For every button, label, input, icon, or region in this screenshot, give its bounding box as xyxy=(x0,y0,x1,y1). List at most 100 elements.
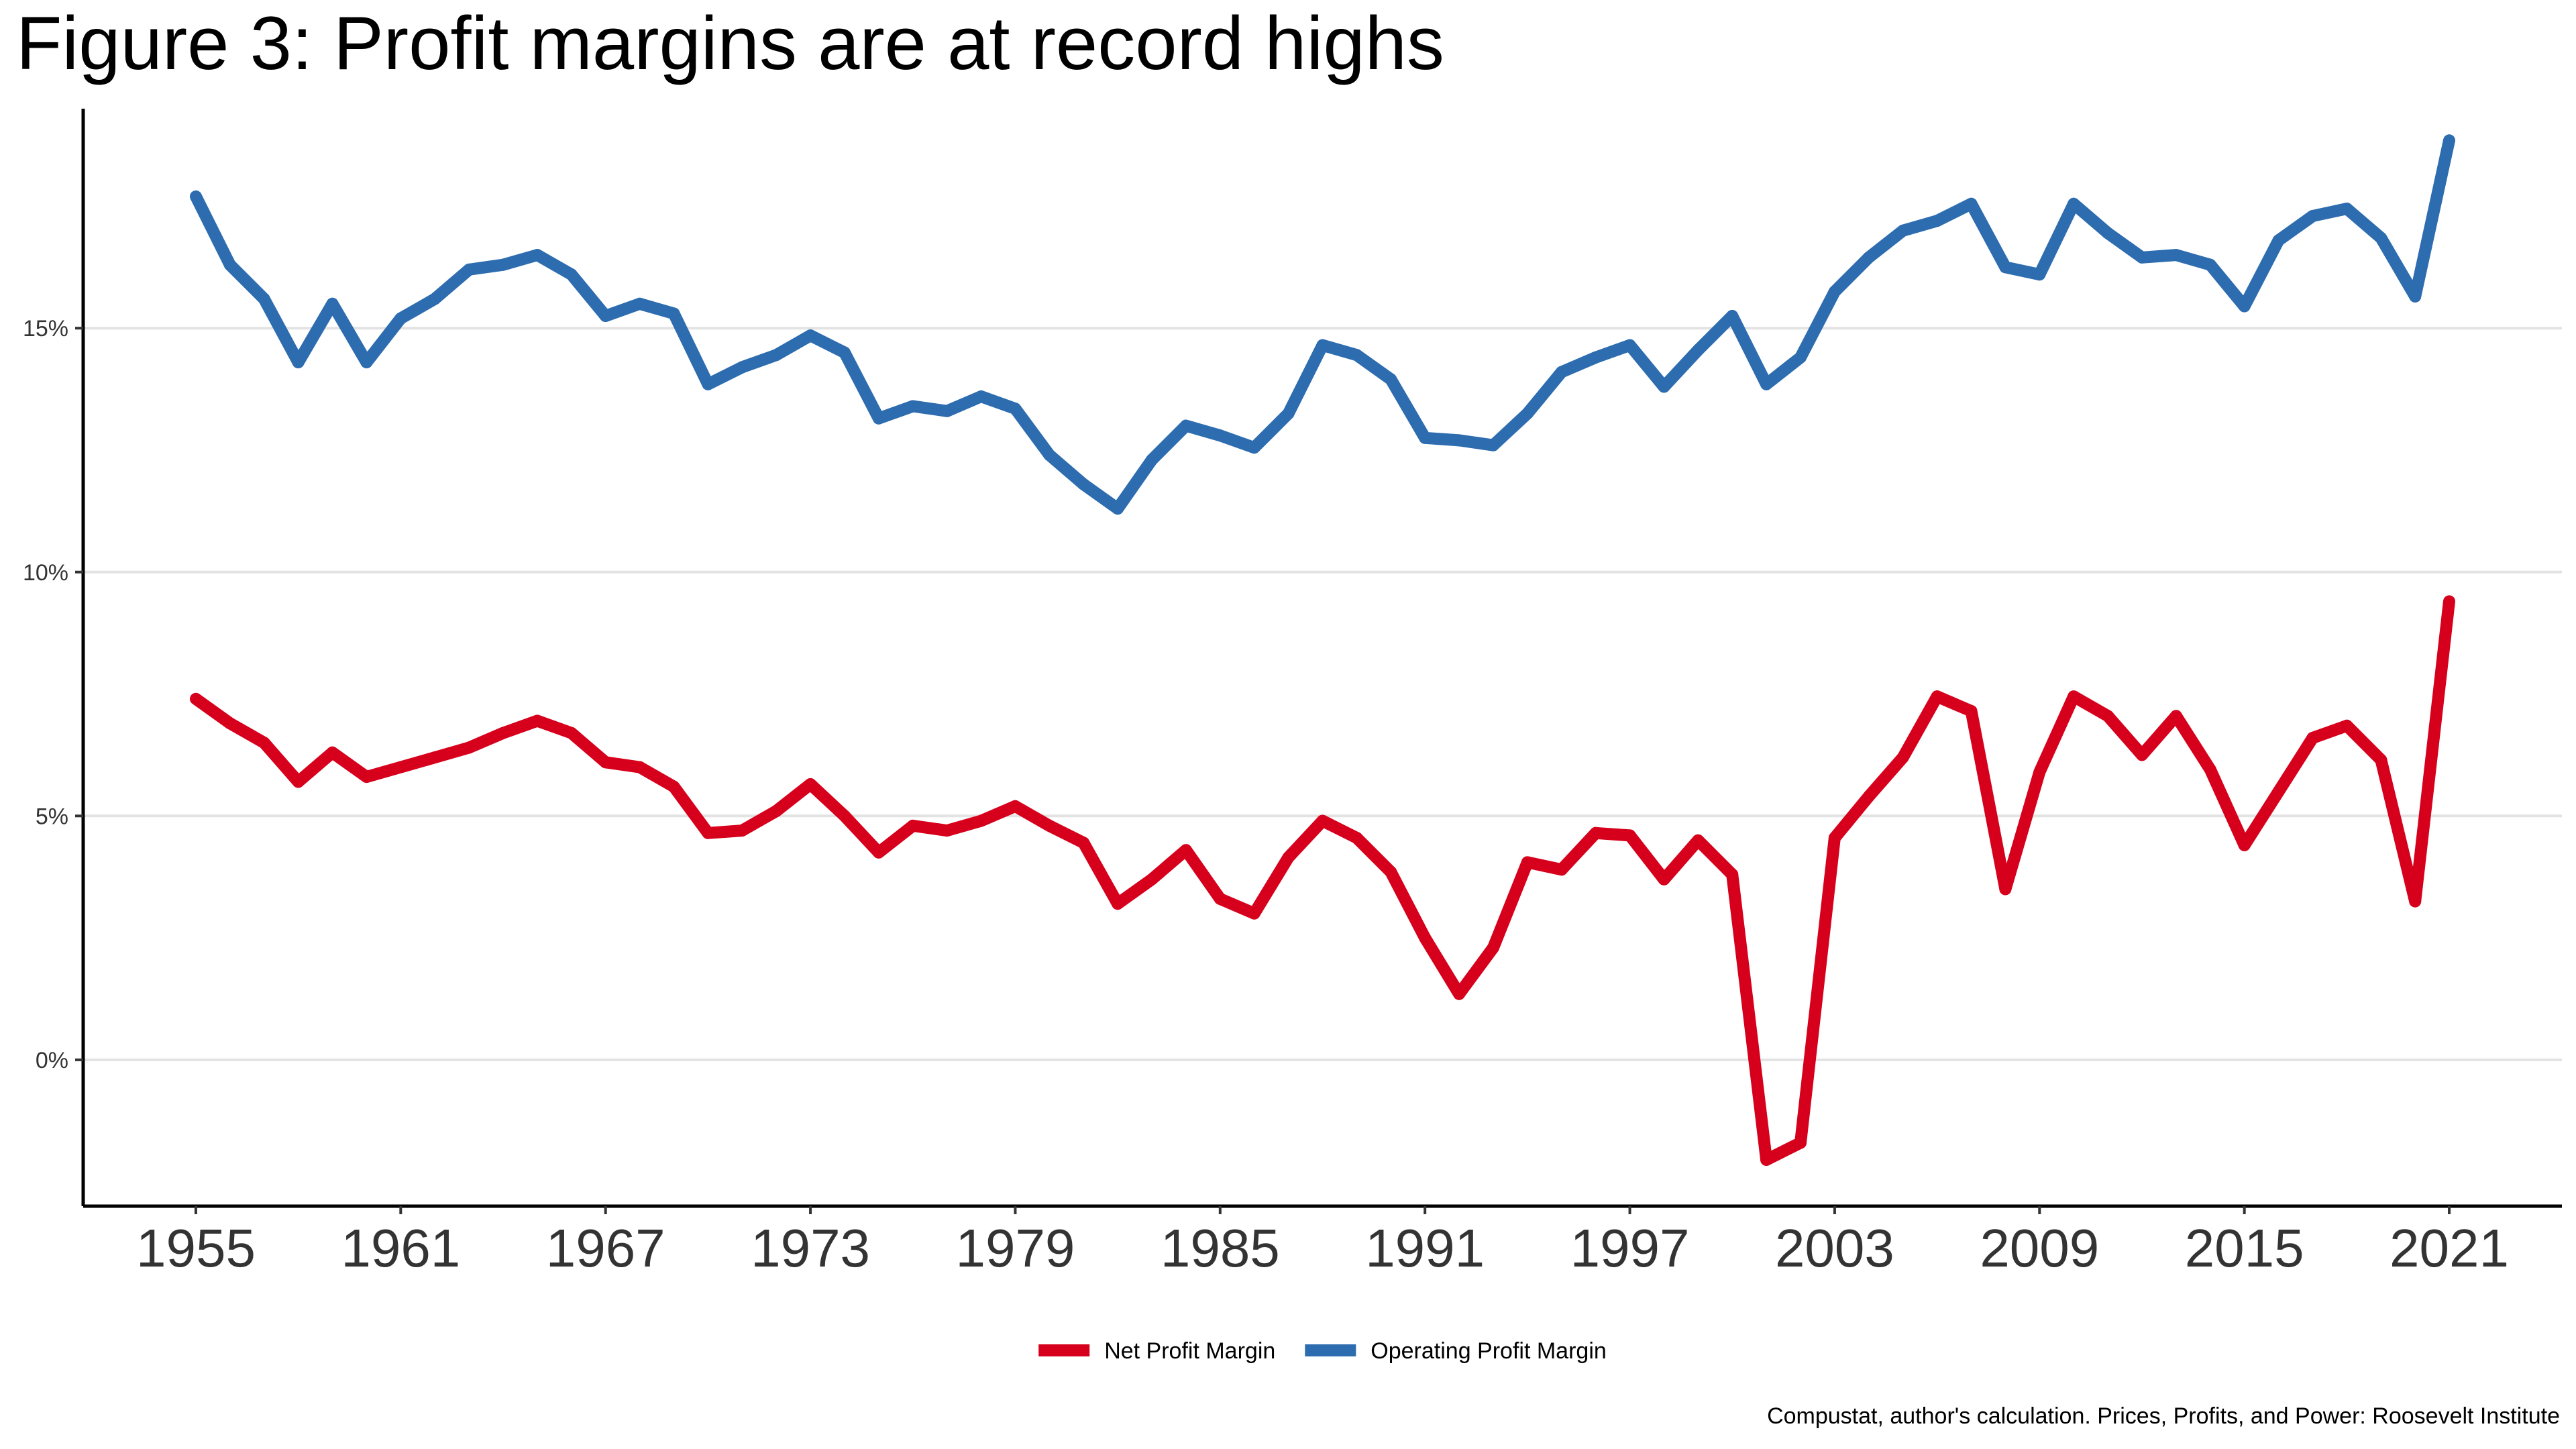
data-point xyxy=(2409,895,2422,908)
data-point xyxy=(1999,883,2012,896)
data-point xyxy=(1179,844,1192,857)
data-point xyxy=(1623,829,1636,842)
data-point xyxy=(1385,373,1397,386)
data-point xyxy=(2341,719,2353,732)
data-point xyxy=(565,268,578,281)
data-point xyxy=(223,717,236,730)
data-point xyxy=(2204,763,2216,776)
data-point xyxy=(1350,832,1363,844)
data-point xyxy=(1214,429,1226,442)
data-point xyxy=(1623,339,1636,352)
data-point xyxy=(599,310,612,322)
data-point xyxy=(292,356,305,369)
x-tick-label: 1997 xyxy=(1570,1218,1690,1278)
data-point xyxy=(1521,407,1534,420)
data-point xyxy=(1077,478,1090,490)
data-point xyxy=(839,810,851,822)
data-point xyxy=(1896,751,1909,764)
data-point xyxy=(1760,378,1773,390)
data-point xyxy=(2169,249,2182,262)
x-tick-label: 1985 xyxy=(1161,1218,1280,1278)
y-tick-label: 15% xyxy=(23,316,68,341)
data-point xyxy=(2341,203,2353,215)
data-point xyxy=(1521,856,1534,869)
x-tick-label: 1973 xyxy=(751,1218,870,1278)
data-point xyxy=(2068,690,2080,703)
data-point xyxy=(975,390,987,402)
data-point xyxy=(702,826,714,839)
y-axis-ticks: 0% 5% 10% 15% xyxy=(23,316,83,1073)
data-point xyxy=(1077,837,1090,849)
data-point xyxy=(1487,439,1499,451)
data-point xyxy=(429,751,441,764)
x-axis-ticks: 1955 1961 1967 1973 1979 1985 1991 1997 2003 2009… xyxy=(136,1206,2509,1278)
series-lines xyxy=(190,134,2455,1166)
data-point xyxy=(2443,595,2455,608)
data-point xyxy=(2169,710,2182,722)
legend-label: Net Profit Margin xyxy=(1104,1338,1275,1364)
y-tick-label: 10% xyxy=(23,560,68,586)
data-point xyxy=(463,263,476,276)
x-tick-label: 2009 xyxy=(1980,1218,2099,1278)
data-point xyxy=(1896,224,1909,237)
data-point xyxy=(872,412,885,425)
data-point xyxy=(1316,339,1329,352)
x-tick-label: 2015 xyxy=(2185,1218,2304,1278)
data-point xyxy=(2272,234,2285,247)
data-point xyxy=(1794,351,1807,364)
data-point xyxy=(1555,863,1568,876)
data-point xyxy=(2033,268,2046,281)
data-point xyxy=(770,805,783,817)
data-point xyxy=(1112,502,1124,515)
data-point xyxy=(1419,431,1432,444)
data-point xyxy=(531,714,543,727)
data-point xyxy=(360,771,373,784)
data-point xyxy=(1658,873,1670,885)
data-point xyxy=(292,775,305,788)
data-point xyxy=(770,349,783,362)
data-point xyxy=(2204,258,2216,271)
y-tick-label: 0% xyxy=(36,1048,68,1073)
data-point xyxy=(1453,987,1466,1000)
data-point xyxy=(736,824,749,837)
data-point xyxy=(1282,851,1295,864)
data-point xyxy=(1043,819,1056,832)
data-point xyxy=(531,249,543,262)
data-point xyxy=(1965,705,1978,717)
data-point xyxy=(2238,839,2251,851)
legend-item-net-profit-margin: Net Profit Margin xyxy=(1038,1338,1275,1364)
data-point xyxy=(2033,765,2046,778)
x-tick-label: 1955 xyxy=(136,1218,256,1278)
data-point xyxy=(633,761,646,773)
data-point xyxy=(1385,865,1397,878)
series-points-net-profit-margin xyxy=(190,595,2455,1166)
data-point xyxy=(1760,1153,1773,1166)
data-point xyxy=(1931,215,1943,227)
x-tick-label: 2021 xyxy=(2390,1218,2509,1278)
data-point xyxy=(1248,907,1260,920)
x-tick-label: 1991 xyxy=(1365,1218,1485,1278)
data-point xyxy=(2068,197,2080,210)
data-point xyxy=(1453,434,1466,447)
legend-item-operating-profit-margin: Operating Profit Margin xyxy=(1305,1338,1607,1364)
data-point xyxy=(360,356,373,369)
data-point xyxy=(1043,449,1056,462)
data-point xyxy=(2375,231,2387,244)
data-point xyxy=(1009,800,1022,812)
data-point xyxy=(906,400,919,413)
data-point xyxy=(1146,873,1158,885)
data-point xyxy=(702,378,714,390)
data-point xyxy=(633,297,646,310)
data-point xyxy=(2102,227,2114,239)
data-point xyxy=(1146,453,1158,466)
data-point xyxy=(258,737,270,749)
data-point xyxy=(429,292,441,305)
data-point xyxy=(839,346,851,359)
data-point xyxy=(1112,898,1124,910)
data-point xyxy=(565,727,578,739)
data-point xyxy=(872,846,885,859)
data-point xyxy=(667,780,680,793)
data-point xyxy=(2375,753,2387,766)
data-point xyxy=(2306,210,2319,222)
data-point xyxy=(804,329,817,342)
